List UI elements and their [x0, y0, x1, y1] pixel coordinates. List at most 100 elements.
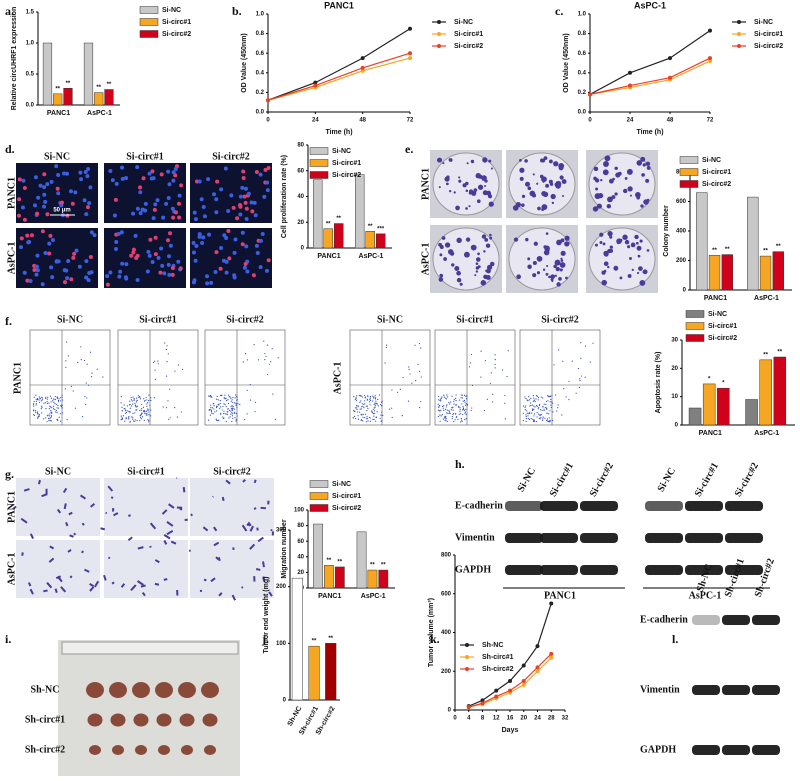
colony	[605, 157, 609, 160]
event	[132, 403, 134, 405]
migrated-cell	[149, 522, 157, 530]
cell	[124, 276, 129, 281]
cell	[152, 207, 157, 212]
event	[232, 396, 234, 399]
event	[131, 400, 133, 402]
colony	[554, 259, 561, 266]
x-tick-label: 20	[520, 716, 527, 722]
event	[80, 346, 82, 348]
point	[360, 65, 365, 70]
event	[364, 396, 366, 398]
event	[50, 416, 52, 418]
colony	[613, 265, 619, 271]
bar	[721, 254, 733, 291]
migrated-cell	[203, 578, 207, 582]
x-tick-label: PANC1	[318, 593, 341, 600]
event	[533, 397, 535, 399]
lane-label: Si-circ#2	[733, 461, 761, 499]
event	[360, 413, 362, 416]
event	[364, 413, 367, 415]
legend-label: Sh-circ#2	[482, 666, 514, 673]
band	[540, 565, 578, 575]
event	[465, 395, 467, 397]
event	[165, 375, 168, 377]
event	[132, 418, 134, 420]
event	[139, 398, 142, 400]
colony	[532, 173, 535, 176]
row-label: Sh-NC	[31, 684, 60, 695]
colony	[553, 264, 557, 269]
event	[125, 410, 127, 412]
cell	[22, 270, 27, 275]
cell	[266, 166, 271, 171]
event	[148, 421, 150, 423]
band	[722, 615, 750, 625]
bar	[94, 92, 104, 106]
event	[579, 379, 581, 382]
cell	[135, 253, 140, 258]
bar	[702, 383, 716, 426]
event	[369, 398, 371, 400]
bar	[334, 566, 345, 589]
legend-swatch	[679, 156, 699, 164]
cell	[202, 214, 207, 219]
event	[589, 361, 591, 363]
event	[375, 402, 377, 404]
x-tick-label: PANC1	[699, 430, 722, 437]
cell	[226, 208, 231, 213]
migrated-cell	[21, 552, 24, 556]
event	[452, 409, 454, 411]
cell	[224, 270, 229, 275]
event	[254, 411, 256, 413]
event	[373, 403, 375, 406]
event	[231, 420, 233, 423]
migrated-cell	[249, 543, 256, 550]
cell	[232, 275, 237, 280]
event	[530, 397, 532, 400]
cell	[265, 180, 270, 185]
cell	[143, 201, 148, 206]
point	[480, 698, 485, 703]
bar	[717, 387, 730, 426]
event	[226, 413, 228, 415]
event	[454, 419, 456, 421]
cell	[62, 268, 67, 273]
event	[135, 397, 138, 399]
cell	[147, 171, 152, 176]
x-tick-label: 24	[312, 118, 319, 124]
cell	[118, 269, 123, 274]
legend-marker	[437, 20, 441, 24]
colony	[642, 163, 646, 167]
cell	[238, 212, 243, 217]
colony	[599, 232, 604, 237]
colony	[603, 261, 609, 267]
event	[461, 419, 463, 421]
colony	[527, 264, 532, 270]
event	[561, 414, 563, 416]
migrated-cell	[69, 575, 73, 579]
colony	[646, 198, 650, 202]
column-label: Si-circ#1	[127, 466, 165, 477]
event	[459, 409, 461, 411]
event	[371, 412, 374, 414]
bar	[53, 93, 63, 106]
event	[135, 406, 137, 408]
event	[360, 419, 363, 421]
y-tick-label: 80	[297, 143, 304, 149]
event	[229, 416, 231, 418]
event	[211, 412, 213, 414]
band	[685, 533, 723, 543]
migrated-cell	[161, 509, 168, 515]
event	[148, 419, 150, 421]
panel-label: k.	[430, 632, 440, 646]
event	[45, 407, 47, 410]
cell	[214, 210, 219, 215]
tumor	[112, 745, 124, 755]
event	[449, 403, 451, 405]
legend-marker	[737, 20, 741, 24]
event	[146, 412, 148, 415]
event	[146, 413, 148, 415]
colony	[438, 186, 441, 189]
colony	[560, 250, 566, 256]
event	[36, 398, 39, 400]
